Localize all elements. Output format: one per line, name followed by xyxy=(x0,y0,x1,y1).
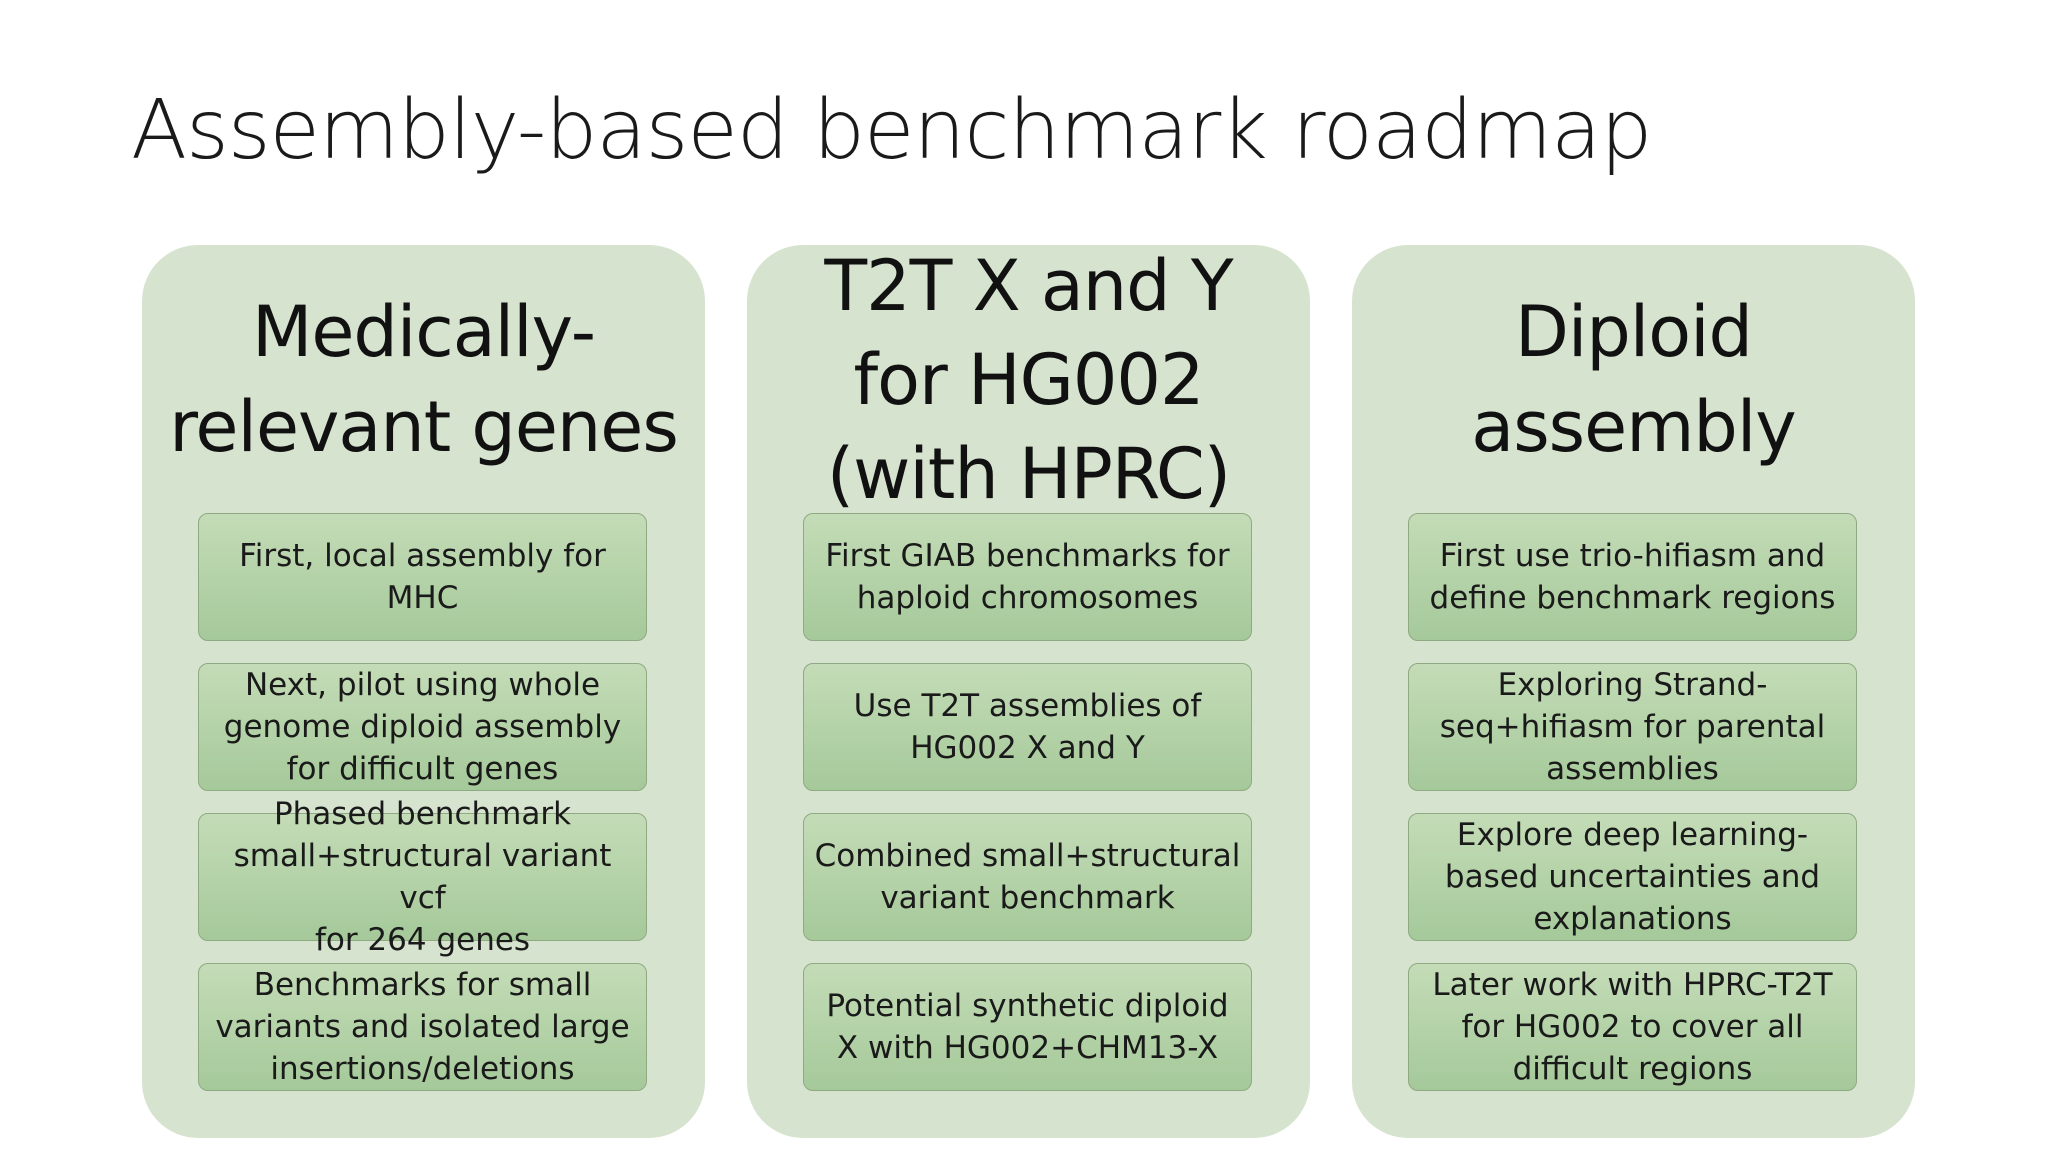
roadmap-card: Exploring Strand- seq+hifiasm for parent… xyxy=(1408,663,1857,791)
column-heading-line: Medically- xyxy=(251,291,596,373)
column-heading: T2T X and Y for HG002 (with HPRC) xyxy=(747,239,1310,521)
column-heading-line: relevant genes xyxy=(169,386,679,468)
roadmap-card: Explore deep learning- based uncertainti… xyxy=(1408,813,1857,941)
card-text: Use T2T assemblies of HG002 X and Y xyxy=(853,688,1202,766)
card-text: First use trio-hifiasm and define benchm… xyxy=(1429,538,1836,616)
column-heading-line: (with HPRC) xyxy=(826,433,1231,515)
roadmap-card: First, local assembly for MHC xyxy=(198,513,647,641)
roadmap-card: Phased benchmark small+structural varian… xyxy=(198,796,647,958)
column-heading: Diploid assembly xyxy=(1352,285,1915,475)
column-diploid-assembly: Diploid assembly First use trio-hifiasm … xyxy=(1352,245,1915,1138)
column-medically-relevant-genes: Medically- relevant genes First, local a… xyxy=(142,245,705,1138)
roadmap-card: Combined small+structural variant benchm… xyxy=(803,813,1252,941)
roadmap-card: First use trio-hifiasm and define benchm… xyxy=(1408,513,1857,641)
roadmap-card: Next, pilot using whole genome diploid a… xyxy=(198,663,647,791)
roadmap-card: Use T2T assemblies of HG002 X and Y xyxy=(803,663,1252,791)
column-heading-line: assembly xyxy=(1471,386,1796,468)
card-text: First, local assembly for MHC xyxy=(239,538,606,616)
card-text: First GIAB benchmarks for haploid chromo… xyxy=(825,538,1230,616)
card-text: Combined small+structural variant benchm… xyxy=(814,838,1241,916)
column-t2t-x-and-y: T2T X and Y for HG002 (with HPRC) First … xyxy=(747,245,1310,1138)
roadmap-card: Later work with HPRC-T2T for HG002 to co… xyxy=(1408,963,1857,1091)
card-text: Benchmarks for small variants and isolat… xyxy=(215,967,630,1087)
card-text: Explore deep learning- based uncertainti… xyxy=(1444,817,1821,937)
card-text: Next, pilot using whole genome diploid a… xyxy=(223,667,622,787)
column-heading: Medically- relevant genes xyxy=(142,285,705,475)
roadmap-card: First GIAB benchmarks for haploid chromo… xyxy=(803,513,1252,641)
column-heading-line: T2T X and Y xyxy=(824,245,1233,327)
roadmap-card: Potential synthetic diploid X with HG002… xyxy=(803,963,1252,1091)
card-text: Exploring Strand- seq+hifiasm for parent… xyxy=(1439,667,1826,787)
card-text: Potential synthetic diploid X with HG002… xyxy=(826,988,1229,1066)
card-text: Phased benchmark small+structural varian… xyxy=(233,796,612,958)
card-text: Later work with HPRC-T2T for HG002 to co… xyxy=(1432,967,1833,1087)
column-heading-line: Diploid xyxy=(1515,291,1753,373)
column-heading-line: for HG002 xyxy=(853,339,1205,421)
slide-title: Assembly-based benchmark roadmap xyxy=(131,83,1652,178)
roadmap-card: Benchmarks for small variants and isolat… xyxy=(198,963,647,1091)
